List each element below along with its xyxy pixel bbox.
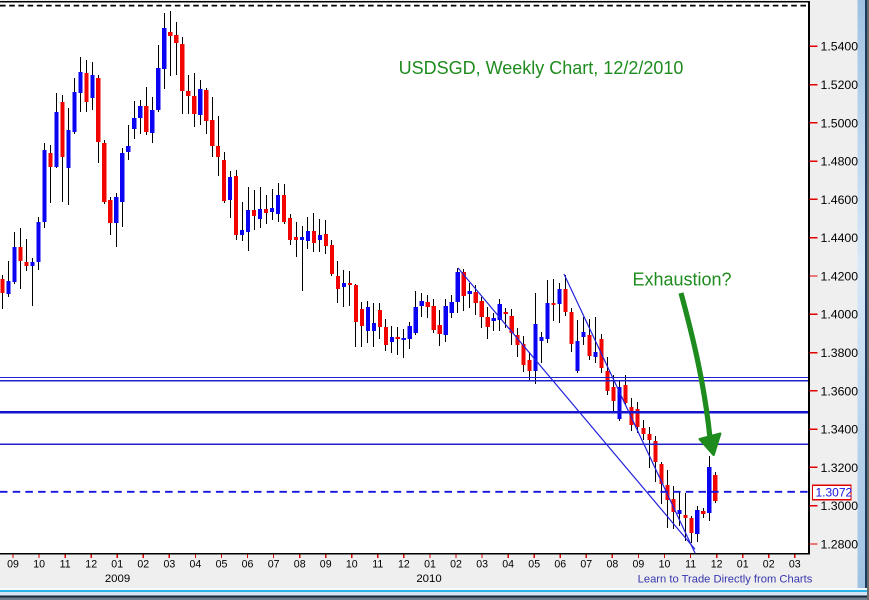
svg-text:1.4600: 1.4600 [821,193,859,207]
svg-text:02: 02 [450,559,462,571]
svg-text:1.3000: 1.3000 [821,499,859,513]
svg-text:1.4000: 1.4000 [821,308,859,322]
svg-text:07: 07 [580,559,592,571]
svg-text:08: 08 [294,559,306,571]
svg-text:06: 06 [554,559,566,571]
svg-text:10: 10 [33,559,45,571]
svg-text:12: 12 [398,559,410,571]
svg-text:1.5400: 1.5400 [821,40,859,54]
svg-text:Exhaustion?: Exhaustion? [632,270,731,290]
svg-text:12: 12 [711,559,723,571]
svg-text:2010: 2010 [416,573,441,585]
svg-text:01: 01 [111,559,123,571]
svg-text:11: 11 [60,559,71,571]
svg-text:02: 02 [137,559,149,571]
svg-text:08: 08 [607,559,619,571]
svg-text:05: 05 [216,559,228,571]
svg-text:1.5200: 1.5200 [821,78,859,92]
svg-text:07: 07 [268,559,280,571]
svg-text:09: 09 [7,559,19,571]
svg-text:12: 12 [85,559,97,571]
svg-text:1.3800: 1.3800 [821,346,859,360]
svg-text:2009: 2009 [105,573,130,585]
svg-text:05: 05 [528,559,540,571]
svg-text:USDSGD, Weekly Chart, 12/2/201: USDSGD, Weekly Chart, 12/2/2010 [399,58,684,78]
svg-text:11: 11 [372,559,383,571]
svg-text:09: 09 [320,559,332,571]
svg-text:06: 06 [242,559,254,571]
svg-text:1.3072: 1.3072 [816,486,853,500]
svg-text:03: 03 [789,559,801,571]
svg-text:01: 01 [424,559,436,571]
svg-text:1.4200: 1.4200 [821,269,859,283]
svg-text:10: 10 [659,559,671,571]
svg-text:1.3600: 1.3600 [821,384,859,398]
svg-text:09: 09 [633,559,645,571]
svg-text:03: 03 [164,559,176,571]
svg-text:04: 04 [190,559,202,571]
svg-text:01: 01 [737,559,749,571]
svg-text:04: 04 [502,559,514,571]
svg-text:1.4800: 1.4800 [821,155,859,169]
svg-text:1.3200: 1.3200 [821,461,859,475]
svg-text:1.4400: 1.4400 [821,231,859,245]
svg-text:1.3400: 1.3400 [821,423,859,437]
svg-text:1.2800: 1.2800 [821,537,859,551]
svg-text:10: 10 [346,559,358,571]
svg-text:03: 03 [476,559,488,571]
svg-text:11: 11 [685,559,696,571]
svg-text:02: 02 [763,559,775,571]
svg-text:Learn to Trade Directly from C: Learn to Trade Directly from Charts [638,574,813,586]
svg-text:1.5000: 1.5000 [821,116,859,130]
